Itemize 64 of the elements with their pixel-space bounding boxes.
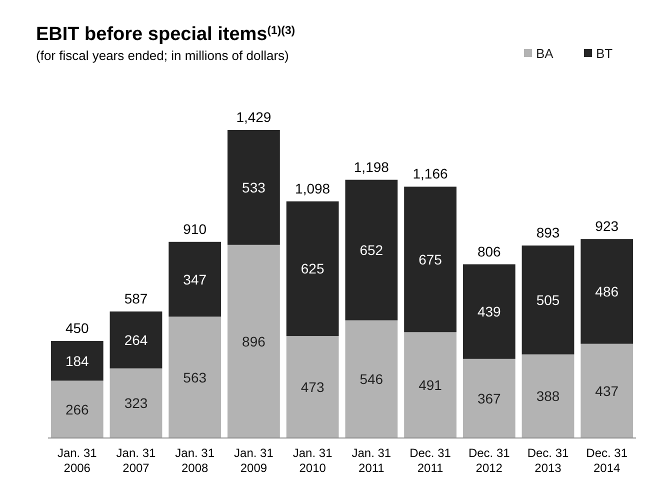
total-label: 893 <box>536 224 560 241</box>
data-label: 563 <box>183 369 207 386</box>
data-label: 675 <box>418 251 442 268</box>
bar <box>50 380 104 438</box>
total-label: 587 <box>124 290 148 306</box>
legend-label: BA <box>536 46 554 61</box>
x-tick-label: Jan. 31 2006 <box>57 446 98 475</box>
bar <box>168 316 222 438</box>
data-label: 323 <box>124 395 148 412</box>
data-label: 505 <box>536 292 560 308</box>
data-label: 439 <box>477 304 502 320</box>
bar <box>580 344 634 438</box>
bar <box>404 332 456 438</box>
total-label: 923 <box>595 218 619 234</box>
x-tick-label: Jan. 31 2009 <box>234 446 274 475</box>
bar <box>50 341 104 381</box>
x-tick-label: Jan. 31 2010 <box>292 446 333 475</box>
x-tick-label: Jan. 31 2007 <box>116 446 156 475</box>
bar <box>345 180 398 320</box>
bar <box>168 242 222 317</box>
x-tick-label: Dec. 31 2012 <box>468 446 510 475</box>
bar <box>286 336 339 438</box>
total-label: 1,166 <box>412 166 448 182</box>
bar <box>228 244 280 438</box>
x-tick-label: Dec. 31 2013 <box>527 446 570 475</box>
data-label: 437 <box>595 382 619 399</box>
data-label: 625 <box>300 260 324 277</box>
data-label: 533 <box>242 179 266 196</box>
x-tick-label: Dec. 31 2014 <box>586 446 628 475</box>
chart-title: EBIT before special items$^{(1)(3)}$ <box>36 24 296 45</box>
bar <box>580 239 634 344</box>
total-label: 450 <box>65 320 90 336</box>
bar <box>228 130 280 245</box>
data-label: 347 <box>183 271 207 288</box>
legend-label: BT <box>596 46 613 61</box>
data-label: 473 <box>300 379 324 396</box>
x-tick-label: Dec. 31 2011 <box>410 446 452 475</box>
bar <box>404 186 456 332</box>
x-tick-label: Jan. 31 2011 <box>352 446 392 475</box>
chart-subtitle: (for fiscal years ended; in millions of dollars) <box>36 48 289 63</box>
data-label: 264 <box>124 332 148 348</box>
data-label: 546 <box>360 371 384 388</box>
data-label: 491 <box>418 377 442 394</box>
data-label: 652 <box>360 242 384 258</box>
bar <box>522 354 574 438</box>
bar <box>522 246 574 354</box>
data-label: 388 <box>536 388 560 404</box>
data-label: 486 <box>595 283 619 300</box>
total-label: 806 <box>477 243 502 260</box>
total-label: 1,198 <box>354 158 390 175</box>
total-label: 1,098 <box>295 180 330 196</box>
data-label: 266 <box>65 401 90 418</box>
data-label: 896 <box>242 333 266 350</box>
bar <box>110 311 162 368</box>
data-label: 184 <box>65 352 90 369</box>
bar <box>345 320 398 438</box>
bar <box>110 368 162 438</box>
data-label: 367 <box>477 390 502 406</box>
bar <box>462 264 516 359</box>
total-label: 910 <box>183 220 207 237</box>
total-label: 1,429 <box>236 109 272 125</box>
x-tick-label: Jan. 31 2008 <box>175 446 215 475</box>
bar <box>462 358 516 438</box>
bar <box>286 201 339 336</box>
